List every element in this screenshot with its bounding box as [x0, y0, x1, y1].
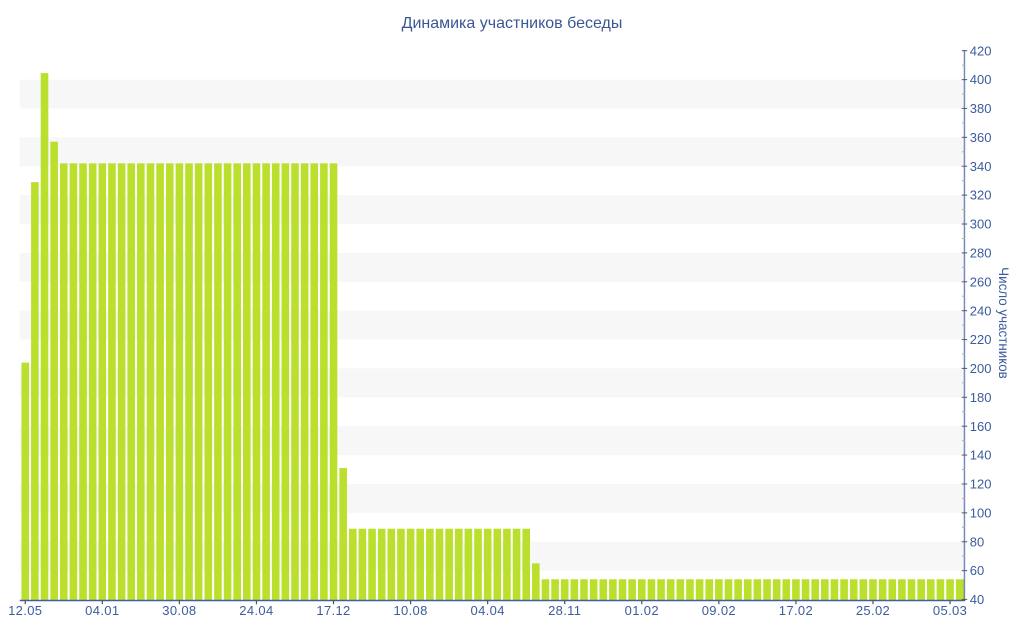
svg-text:01.02: 01.02	[625, 603, 659, 618]
svg-text:320: 320	[970, 188, 992, 203]
svg-text:25.02: 25.02	[856, 603, 890, 618]
svg-text:280: 280	[970, 245, 992, 260]
svg-text:200: 200	[970, 361, 992, 376]
svg-text:04.04: 04.04	[471, 603, 505, 618]
svg-text:24.04: 24.04	[239, 603, 273, 618]
svg-text:28.11: 28.11	[548, 603, 581, 618]
svg-text:100: 100	[970, 505, 992, 520]
svg-text:360: 360	[970, 130, 992, 145]
svg-text:260: 260	[970, 274, 992, 289]
svg-text:300: 300	[970, 217, 992, 232]
svg-text:400: 400	[970, 72, 992, 87]
svg-text:Число участников: Число участников	[996, 267, 1011, 379]
svg-text:140: 140	[970, 448, 992, 463]
svg-text:12.05: 12.05	[8, 603, 42, 618]
svg-text:40: 40	[970, 592, 984, 607]
svg-text:Динамика участников беседы: Динамика участников беседы	[402, 15, 623, 32]
svg-text:17.02: 17.02	[779, 603, 813, 618]
svg-text:04.01: 04.01	[85, 603, 119, 618]
svg-text:420: 420	[970, 43, 992, 58]
svg-text:240: 240	[970, 303, 992, 318]
svg-text:17.12: 17.12	[316, 603, 350, 618]
svg-text:60: 60	[970, 563, 984, 578]
svg-text:09.02: 09.02	[702, 603, 736, 618]
svg-text:340: 340	[970, 159, 992, 174]
svg-text:30.08: 30.08	[162, 603, 196, 618]
svg-text:160: 160	[970, 419, 992, 434]
svg-text:180: 180	[970, 390, 992, 405]
svg-text:380: 380	[970, 101, 992, 116]
svg-text:80: 80	[970, 534, 984, 549]
svg-text:10.08: 10.08	[393, 603, 427, 618]
svg-text:05.03: 05.03	[933, 603, 967, 618]
svg-text:120: 120	[970, 477, 992, 492]
svg-text:220: 220	[970, 332, 992, 347]
